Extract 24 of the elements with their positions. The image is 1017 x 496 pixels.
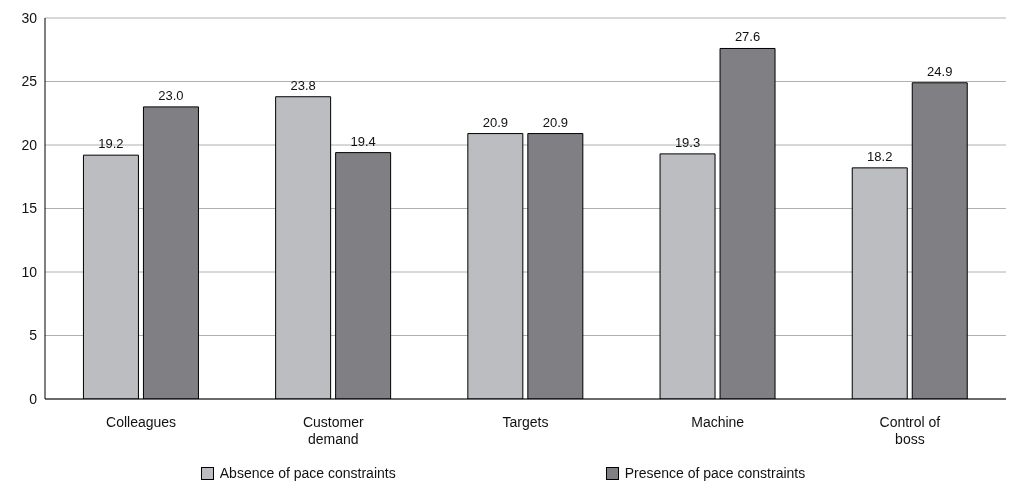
y-tick-label: 20 <box>21 136 38 153</box>
y-tick-label: 0 <box>29 390 38 407</box>
y-tick-label: 30 <box>21 9 38 26</box>
legend-label: Absence of pace constraints <box>219 465 396 481</box>
y-tick-label: 25 <box>21 73 38 90</box>
y-tick-label: 15 <box>21 200 38 217</box>
data-label: 19.4 <box>350 133 376 149</box>
y-tick-label: 5 <box>29 327 38 344</box>
x-tick-label: Control of boss <box>879 414 941 447</box>
legend-label: Presence of pace constraints <box>624 465 806 481</box>
data-label: 23.8 <box>290 77 316 93</box>
data-label: 18.2 <box>867 148 893 164</box>
x-tick-label: Customer demand <box>302 414 364 447</box>
data-label: 19.2 <box>98 136 124 152</box>
x-tick-label: Colleagues <box>106 414 177 430</box>
data-label: 19.3 <box>674 134 701 150</box>
y-tick-label: 10 <box>21 263 38 280</box>
data-label: 20.9 <box>482 114 508 130</box>
data-label: 27.6 <box>734 29 761 45</box>
data-label: 23.0 <box>158 87 184 103</box>
x-tick-label: Targets <box>502 414 549 430</box>
data-label: 20.9 <box>542 114 568 130</box>
x-tick-label: Machine <box>691 414 745 430</box>
data-label: 24.9 <box>927 63 953 79</box>
